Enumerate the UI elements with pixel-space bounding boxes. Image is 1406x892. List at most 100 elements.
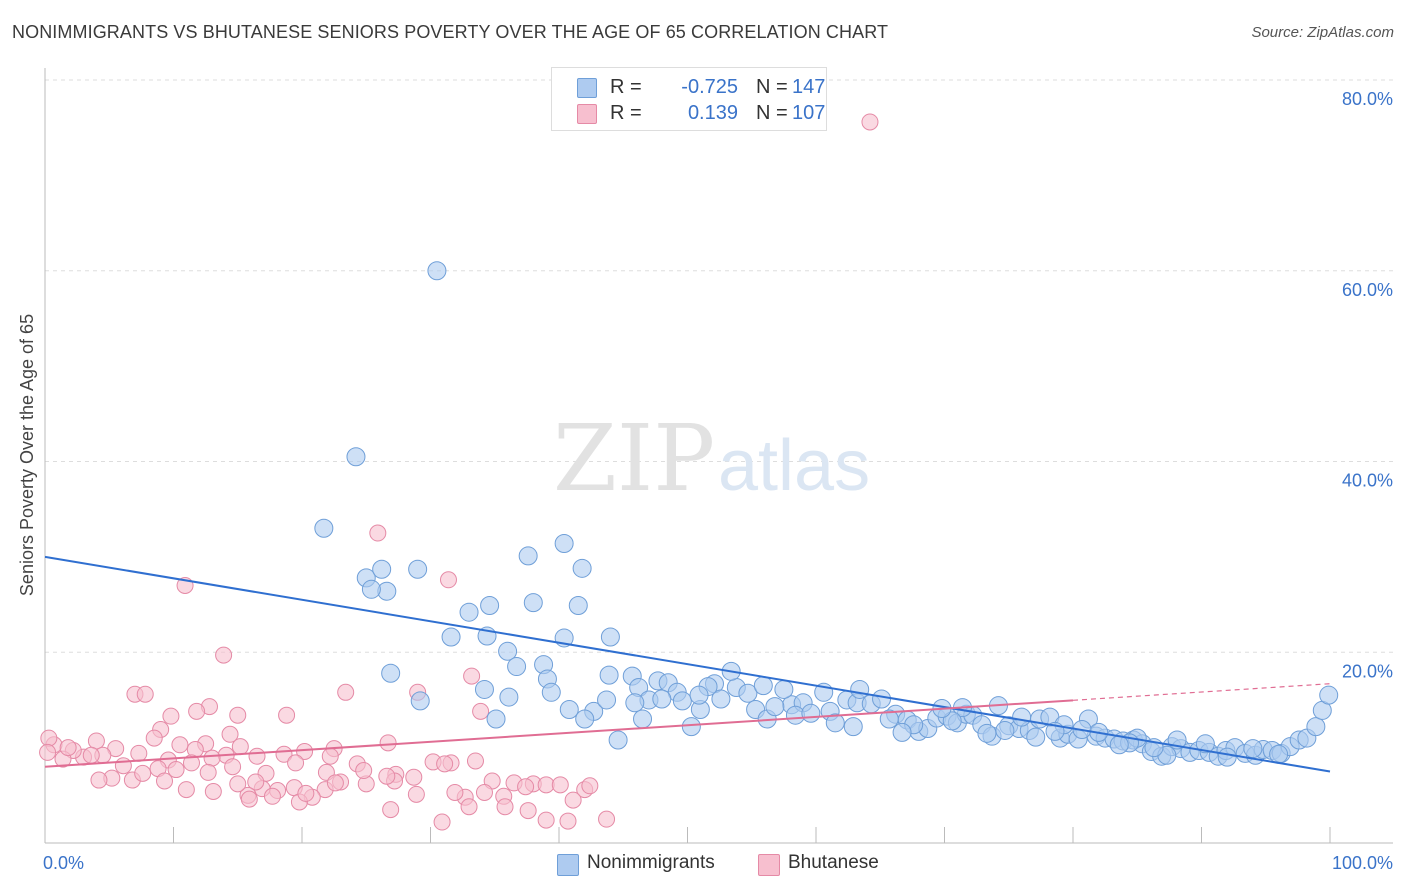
- nonimmigrants-swatch: [577, 78, 597, 98]
- nonimmigrant-point: [507, 657, 527, 677]
- x-tick-label: 100.0%: [1332, 853, 1393, 873]
- nonimmigrant-point: [672, 691, 692, 711]
- bhutanese-point: [436, 755, 454, 773]
- grid: [45, 79, 1393, 653]
- nonimmigrant-point: [608, 730, 628, 750]
- bhutanese-point: [382, 801, 400, 819]
- bhutanese-point: [82, 746, 100, 764]
- bhutanese-point: [240, 790, 258, 808]
- nonimmigrant-point: [408, 559, 428, 579]
- nonimmigrant-point: [518, 546, 538, 566]
- bhutanese-point: [496, 798, 514, 816]
- bhutanese-point: [87, 732, 105, 750]
- nonimmigrant-point: [314, 518, 334, 538]
- x-tick-label: 0.0%: [43, 853, 84, 873]
- nonimmigrant-point: [843, 717, 863, 737]
- bhutanese-point: [229, 706, 247, 724]
- y-tick-label: 60.0%: [1342, 280, 1393, 300]
- bhutanese-point: [156, 772, 174, 790]
- n-label: N =: [756, 102, 788, 124]
- bhutanese-point: [248, 747, 266, 765]
- bhutanese-point: [287, 754, 305, 772]
- bhutanese-point: [559, 812, 577, 830]
- bhutanese-point: [203, 749, 221, 767]
- nonimmigrant-point: [765, 697, 785, 717]
- nonimmigrant-point: [633, 709, 653, 729]
- nonimmigrant-point: [441, 627, 461, 647]
- bhutanese-trend-extension: [1072, 683, 1331, 701]
- nonimmigrants-trend-line: [44, 555, 1331, 773]
- nonimmigrant-point: [498, 641, 518, 661]
- axes: [44, 68, 1393, 844]
- nonimmigrant-point: [499, 687, 519, 707]
- y-tick-label: 40.0%: [1342, 471, 1393, 491]
- nonimmigrant-point: [942, 711, 962, 731]
- bhutanese-point: [551, 776, 569, 794]
- nonimmigrant-point: [995, 720, 1015, 740]
- nonimmigrant-point: [879, 709, 899, 729]
- nonimmigrant-point: [474, 679, 494, 699]
- nonimmigrant-point: [850, 679, 870, 699]
- r-label: R =: [610, 76, 642, 98]
- bhutanese-point: [439, 571, 457, 589]
- nonimmigrant-point: [597, 690, 617, 710]
- bhutanese-point: [278, 706, 296, 724]
- watermark: ZIP atlas: [553, 405, 870, 512]
- nonimmigrant-point: [523, 593, 543, 613]
- nonimmigrant-point: [1195, 734, 1215, 754]
- bhutanese-point: [182, 754, 200, 772]
- bhutanese-point: [221, 725, 239, 743]
- bhutanese-point: [537, 811, 555, 829]
- trend-lines: [44, 555, 1331, 773]
- bhutanese-point: [537, 776, 555, 794]
- bhutanese-point: [564, 791, 582, 809]
- bhutanese-point: [472, 702, 490, 720]
- bhutanese-point: [337, 683, 355, 701]
- nonimmigrant-point: [486, 709, 506, 729]
- bhutanese-point: [297, 784, 315, 802]
- nonimmigrant-point: [872, 689, 892, 709]
- bhutanese-point: [59, 739, 77, 757]
- bhutanese-point: [598, 810, 616, 828]
- nonimmigrant-point: [572, 558, 592, 578]
- nonimmigrant-point: [1217, 747, 1237, 767]
- nonimmigrant-point: [381, 663, 401, 683]
- bhutanese-point: [581, 777, 599, 795]
- bhutanese-point: [130, 744, 148, 762]
- chart-title: NONIMMIGRANTS VS BHUTANESE SENIORS POVER…: [12, 22, 889, 42]
- nonimmigrant-point: [554, 534, 574, 554]
- legend-label: Bhutanese: [788, 852, 879, 873]
- bhutanese-point: [145, 729, 163, 747]
- nonimmigrant-point: [738, 683, 758, 703]
- nonimmigrant-point: [652, 689, 672, 709]
- nonimmigrant-point: [568, 596, 588, 616]
- bhutanese-point: [199, 763, 217, 781]
- nonimmigrant-point: [774, 679, 794, 699]
- y-tick-label: 80.0%: [1342, 89, 1393, 109]
- nonimmigrant-point: [427, 261, 447, 281]
- n-label: N =: [756, 76, 788, 98]
- bhutanese-point: [463, 667, 481, 685]
- nonimmigrant-point: [681, 717, 701, 737]
- y-axis-label: Seniors Poverty Over the Age of 65: [17, 314, 37, 596]
- bhutanese-point: [229, 775, 247, 793]
- nonimmigrant-point: [372, 559, 392, 579]
- nonimmigrant-point: [1319, 685, 1339, 705]
- bhutanese-point: [188, 702, 206, 720]
- bhutanese-point: [162, 707, 180, 725]
- r-value: -0.725: [681, 76, 738, 98]
- bhutanese-point: [378, 767, 396, 785]
- bhutanese-point: [263, 787, 281, 805]
- bhutanese-point: [204, 782, 222, 800]
- bhutanese-point: [446, 783, 464, 801]
- watermark-zip: ZIP: [553, 405, 715, 512]
- nonimmigrant-point: [825, 713, 845, 733]
- r-value: 0.139: [687, 102, 738, 124]
- bhutanese-point: [215, 646, 233, 664]
- bhutanese-point: [405, 768, 423, 786]
- nonimmigrant-point: [1269, 744, 1289, 764]
- nonimmigrant-point: [346, 447, 366, 467]
- bhutanese-point: [39, 743, 57, 761]
- bhutanese-swatch: [758, 854, 780, 876]
- nonimmigrant-point: [459, 602, 479, 622]
